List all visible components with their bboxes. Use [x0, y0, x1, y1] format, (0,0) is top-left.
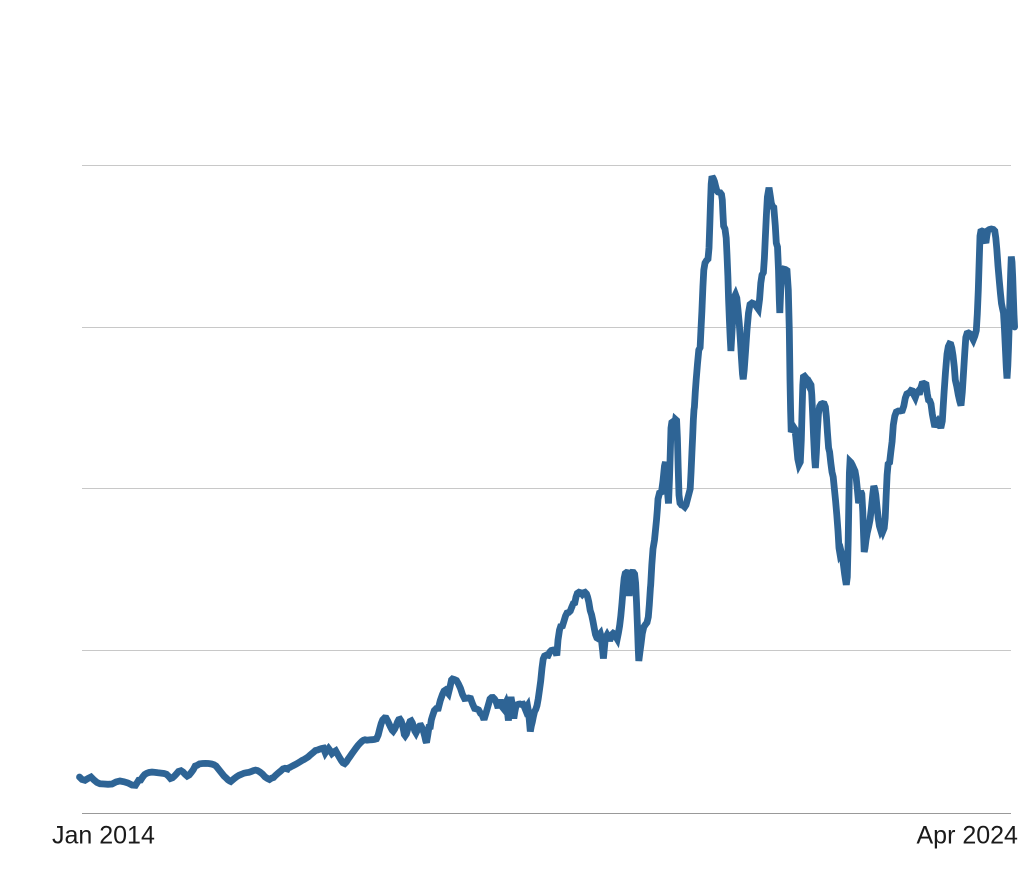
svg-text:Apr 2024: Apr 2024	[917, 822, 1019, 850]
svg-text:Jan 2014: Jan 2014	[52, 822, 155, 850]
